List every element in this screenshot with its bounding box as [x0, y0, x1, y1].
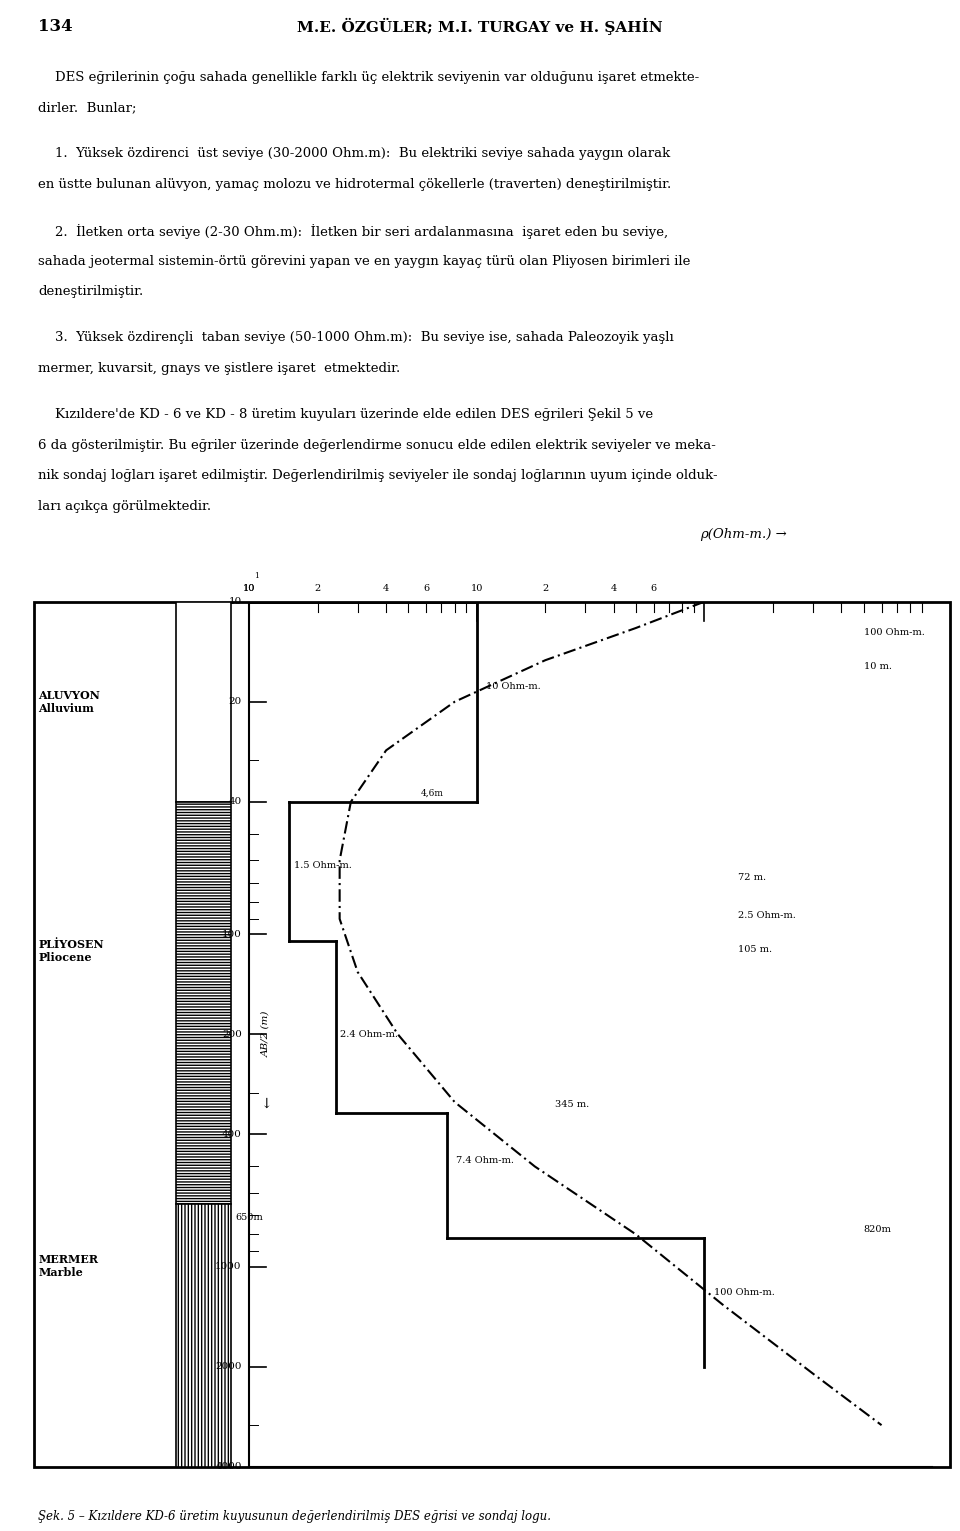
Text: nik sondaj loğları işaret edilmiştir. Değerlendirilmiş seviyeler ile sondaj loğl: nik sondaj loğları işaret edilmiştir. De… [38, 468, 718, 482]
Text: Kızıldere'de KD - 6 ve KD - 8 üretim kuyuları üzerinde elde edilen DES eğrileri : Kızıldere'de KD - 6 ve KD - 8 üretim kuy… [38, 407, 654, 421]
Text: en üstte bulunan alüvyon, yamaç molozu ve hidrotermal çökellerle (traverten) den: en üstte bulunan alüvyon, yamaç molozu v… [38, 178, 672, 191]
Text: 345 m.: 345 m. [555, 1099, 588, 1108]
Text: 10: 10 [228, 597, 242, 606]
Text: 10: 10 [470, 583, 483, 592]
Text: 6: 6 [651, 583, 657, 592]
Text: sahada jeotermal sistemin-örtü görevini yapan ve en yaygın kayaç türü olan Pliyo: sahada jeotermal sistemin-örtü görevini … [38, 254, 691, 268]
Text: 7.4 Ohm-m.: 7.4 Ohm-m. [456, 1156, 515, 1165]
Text: 1: 1 [254, 573, 259, 580]
Text: deneştirilmiştir.: deneştirilmiştir. [38, 285, 144, 299]
Text: MERMER
Marble: MERMER Marble [38, 1254, 98, 1278]
Text: 10 Ohm-m.: 10 Ohm-m. [486, 681, 540, 690]
Bar [176, 802, 230, 1205]
Text: 2.5 Ohm-m.: 2.5 Ohm-m. [737, 911, 796, 920]
Text: ↓: ↓ [260, 1096, 272, 1110]
Text: 105 m.: 105 m. [737, 946, 772, 954]
Text: 400: 400 [222, 1130, 242, 1139]
Text: ları açıkça görülmektedir.: ları açıkça görülmektedir. [38, 499, 211, 513]
Text: 100: 100 [222, 929, 242, 939]
Text: 10: 10 [243, 583, 255, 592]
Text: 3.  Yüksek özdirençli  taban seviye (50-1000 Ohm.m):  Bu seviye ise, sahada Pale: 3. Yüksek özdirençli taban seviye (50-10… [38, 331, 674, 344]
Text: 40: 40 [228, 798, 242, 807]
Bar [176, 1205, 230, 1467]
Text: ALUVYON
Alluvium: ALUVYON Alluvium [38, 690, 100, 713]
Text: 100 Ohm-m.: 100 Ohm-m. [864, 628, 924, 637]
Text: 6 da gösterilmiştir. Bu eğriler üzerinde değerlendirme sonucu elde edilen elektr: 6 da gösterilmiştir. Bu eğriler üzerinde… [38, 438, 716, 452]
Text: 20: 20 [228, 697, 242, 706]
Text: 2: 2 [315, 583, 321, 592]
Text: 4000: 4000 [215, 1462, 242, 1471]
Text: 4: 4 [611, 583, 617, 592]
Text: 10 m.: 10 m. [864, 663, 892, 671]
Text: M.E. ÖZGÜLER; M.I. TURGAY ve H. ŞAHİN: M.E. ÖZGÜLER; M.I. TURGAY ve H. ŞAHİN [298, 18, 662, 35]
Text: dirler.  Bunlar;: dirler. Bunlar; [38, 101, 137, 115]
Text: AB/2 (m): AB/2 (m) [261, 1010, 270, 1058]
Text: 1.5 Ohm-m.: 1.5 Ohm-m. [294, 860, 351, 870]
Text: 1000: 1000 [215, 1262, 242, 1271]
Text: 4: 4 [383, 583, 389, 592]
Text: 2.  İletken orta seviye (2-30 Ohm.m):  İletken bir seri ardalanmasına  işaret ed: 2. İletken orta seviye (2-30 Ohm.m): İle… [38, 224, 668, 239]
Text: 2: 2 [542, 583, 548, 592]
Text: 72 m.: 72 m. [737, 873, 766, 882]
Text: 10: 10 [243, 583, 255, 592]
Text: 200: 200 [222, 1030, 242, 1038]
Text: 134: 134 [38, 18, 73, 35]
Text: 6: 6 [423, 583, 429, 592]
Text: ρ(Ohm-m.) →: ρ(Ohm-m.) → [700, 528, 786, 540]
Text: 820m: 820m [864, 1225, 892, 1234]
Text: Şek. 5 – Kızıldere KD-6 üretim kuyusunun değerlendirilmiş DES eğrisi ve sondaj l: Şek. 5 – Kızıldere KD-6 üretim kuyusunun… [38, 1511, 551, 1523]
Text: 1.  Yüksek özdirenci  üst seviye (30-2000 Ohm.m):  Bu elektriki seviye sahada ya: 1. Yüksek özdirenci üst seviye (30-2000 … [38, 147, 671, 161]
Bar [176, 602, 230, 802]
Text: DES eğrilerinin çoğu sahada genellikle farklı üç elektrik seviyenin var olduğunu: DES eğrilerinin çoğu sahada genellikle f… [38, 70, 700, 84]
Text: PLİYOSEN
Pliocene: PLİYOSEN Pliocene [38, 940, 104, 963]
Text: 4,6m: 4,6m [420, 788, 444, 798]
Text: 2000: 2000 [215, 1363, 242, 1372]
Text: 100 Ohm-m.: 100 Ohm-m. [713, 1289, 775, 1297]
Text: mermer, kuvarsit, gnays ve şistlere işaret  etmektedir.: mermer, kuvarsit, gnays ve şistlere işar… [38, 361, 400, 375]
Text: 650m: 650m [235, 1213, 263, 1222]
Text: 2.4 Ohm-m.: 2.4 Ohm-m. [340, 1030, 398, 1038]
